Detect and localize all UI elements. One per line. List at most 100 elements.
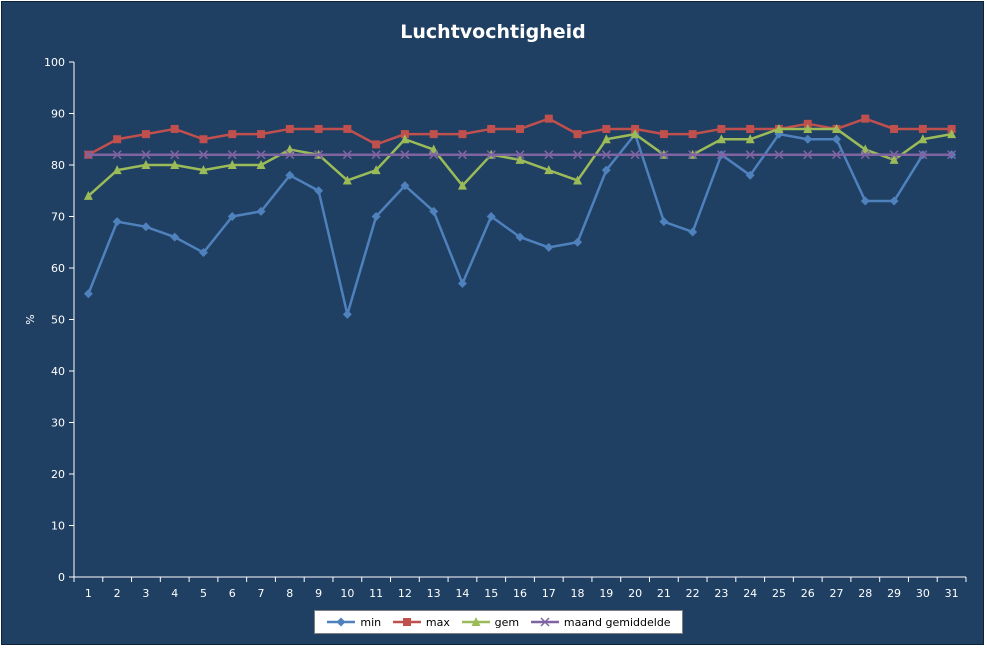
data-point-max: [343, 124, 352, 133]
y-tick-label: 0: [58, 571, 65, 584]
data-point-min: [83, 289, 93, 299]
x-tick-label: 24: [743, 587, 757, 600]
legend-swatch-max: [392, 618, 421, 626]
x-tick-label: 2: [114, 587, 121, 600]
data-point-maand-gemiddelde: [573, 150, 583, 160]
y-tick-label: 70: [51, 211, 65, 224]
x-tick-label: 5: [200, 587, 207, 600]
data-point-max: [947, 124, 956, 133]
data-point-maand-gemiddelde: [342, 150, 352, 160]
y-tick-label: 50: [51, 314, 65, 327]
data-point-maand-gemiddelde: [831, 150, 842, 160]
y-axis-title: %: [24, 314, 37, 324]
data-point-min: [745, 170, 755, 180]
data-point-gem: [544, 165, 554, 175]
data-point-gem: [630, 129, 640, 139]
x-tick-label: 22: [686, 587, 700, 600]
data-point-maand-gemiddelde: [83, 150, 93, 160]
x-tick-label: 7: [258, 587, 265, 600]
data-point-gem: [716, 134, 726, 144]
legend-item-maand-gemiddelde: maand gemiddelde: [530, 616, 671, 629]
x-tick-label: 28: [858, 587, 872, 600]
data-point-maand-gemiddelde: [457, 150, 467, 160]
y-tick-label: 30: [51, 417, 65, 430]
data-point-gem: [947, 129, 957, 139]
data-point-max: [688, 130, 697, 139]
data-point-max: [400, 130, 409, 139]
data-point-gem: [515, 154, 525, 164]
series-maand-gemiddelde: [83, 150, 957, 160]
y-tick-label: 10: [51, 520, 65, 533]
data-point-max: [746, 124, 755, 133]
data-point-maand-gemiddelde: [112, 150, 122, 160]
data-point-max: [544, 114, 553, 123]
legend-swatch-min: [327, 617, 356, 627]
legend-item-gem: gem: [461, 616, 519, 629]
x-tick-label: 23: [714, 587, 728, 600]
data-point-min: [112, 217, 122, 227]
data-point-gem: [601, 134, 611, 144]
data-point-max: [113, 135, 122, 144]
data-point-gem: [285, 144, 295, 154]
data-point-maand-gemiddelde: [486, 150, 496, 160]
data-point-min: [601, 165, 611, 175]
data-point-maand-gemiddelde: [803, 150, 813, 160]
x-tick-label: 20: [628, 587, 642, 600]
x-tick-label: 4: [171, 587, 178, 600]
legend-marker-max: [402, 618, 411, 626]
data-point-max: [314, 124, 323, 133]
data-point-min: [256, 206, 266, 216]
x-tick-label: 1: [85, 587, 92, 600]
y-tick-label: 80: [51, 159, 65, 172]
x-tick-label: 17: [542, 587, 556, 600]
data-point-min: [342, 309, 352, 319]
data-point-maand-gemiddelde: [256, 150, 266, 160]
legend-swatch-gem: [461, 617, 490, 626]
data-point-gem: [745, 134, 755, 144]
data-point-min: [198, 248, 208, 258]
legend-marker-gem: [471, 617, 481, 626]
data-point-maand-gemiddelde: [400, 150, 410, 160]
x-tick-label: 26: [801, 587, 815, 600]
data-point-maand-gemiddelde: [544, 150, 554, 160]
data-point-min: [544, 242, 554, 252]
data-point-maand-gemiddelde: [688, 150, 698, 160]
data-point-maand-gemiddelde: [947, 150, 957, 160]
x-tick-label: 16: [513, 587, 527, 600]
data-point-max: [170, 124, 179, 133]
legend-item-max: max: [392, 616, 450, 629]
x-tick-label: 6: [229, 587, 236, 600]
data-point-max: [429, 130, 438, 139]
x-tick-label: 11: [369, 587, 383, 600]
series-gem: [83, 123, 957, 200]
x-tick-label: 29: [887, 587, 901, 600]
data-point-maand-gemiddelde: [515, 150, 525, 160]
data-point-gem: [774, 123, 784, 133]
data-point-maand-gemiddelde: [285, 150, 295, 160]
data-point-maand-gemiddelde: [716, 150, 726, 160]
x-tick-label: 15: [484, 587, 498, 600]
data-point-gem: [342, 175, 352, 185]
data-point-gem: [112, 165, 122, 175]
data-point-gem: [573, 175, 583, 185]
data-point-min: [400, 181, 410, 191]
data-point-gem: [198, 165, 208, 175]
x-tick-label: 19: [599, 587, 613, 600]
data-point-min: [659, 217, 669, 227]
data-point-maand-gemiddelde: [659, 150, 669, 160]
data-point-min: [803, 134, 813, 144]
data-point-max: [717, 124, 726, 133]
x-tick-label: 10: [340, 587, 354, 600]
legend-label-maand-gemiddelde: maand gemiddelde: [563, 615, 671, 629]
data-point-min: [285, 170, 295, 180]
data-point-min: [371, 212, 381, 221]
x-tick-label: 14: [455, 587, 469, 600]
data-point-max: [285, 124, 294, 133]
data-point-gem: [803, 123, 813, 133]
data-point-gem: [918, 134, 928, 144]
data-point-max: [659, 130, 668, 139]
data-point-min: [314, 186, 324, 196]
y-tick-label: 40: [51, 365, 65, 378]
x-tick-label: 27: [830, 587, 844, 600]
